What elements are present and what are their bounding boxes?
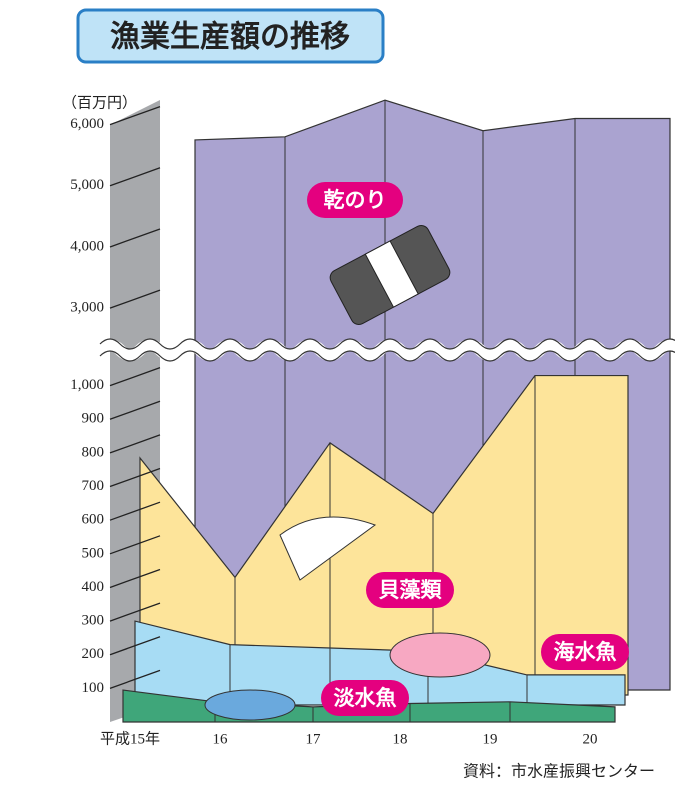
fish-icon — [205, 690, 295, 720]
legend-label: 淡水魚 — [334, 686, 397, 710]
chart: 漁業生産額の推移 （百万円） 資料：市水産振興センター 100 200 300 400… — [0, 0, 675, 796]
legend-label: 海水魚 — [554, 640, 617, 664]
y-tick-label: 600 — [82, 512, 105, 528]
source: 資料：市水産振興センター — [463, 762, 655, 781]
chart-title: 漁業生産額の推移 — [110, 20, 350, 55]
y-tick-label: 500 — [82, 545, 105, 561]
y-tick-label: 800 — [82, 444, 105, 460]
y-tick-label: 200 — [82, 646, 105, 662]
y-tick-label: 700 — [82, 478, 105, 494]
fish-icon — [390, 633, 490, 677]
legend-label: 乾のり — [324, 188, 387, 212]
x-tick-label: 20 — [583, 731, 598, 747]
x-tick-label: 平成15年 — [100, 730, 160, 747]
y-tick-label: 4,000 — [70, 238, 104, 254]
y-tick-label: 900 — [82, 411, 105, 427]
x-tick-label: 16 — [213, 731, 229, 747]
y-unit: （百万円） — [62, 94, 137, 112]
y-tick-label: 300 — [82, 613, 105, 629]
y-tick-label: 6,000 — [70, 116, 104, 132]
y-tick-label: 5,000 — [70, 177, 104, 193]
x-tick-label: 18 — [393, 731, 408, 747]
y-tick-label: 3,000 — [70, 300, 104, 316]
x-tick-label: 19 — [483, 731, 498, 747]
y-tick-label: 400 — [82, 579, 105, 595]
y-tick-label: 100 — [82, 680, 105, 696]
legend-label: 貝藻類 — [379, 578, 443, 602]
y-tick-label: 1,000 — [70, 377, 104, 393]
x-tick-label: 17 — [306, 731, 322, 747]
